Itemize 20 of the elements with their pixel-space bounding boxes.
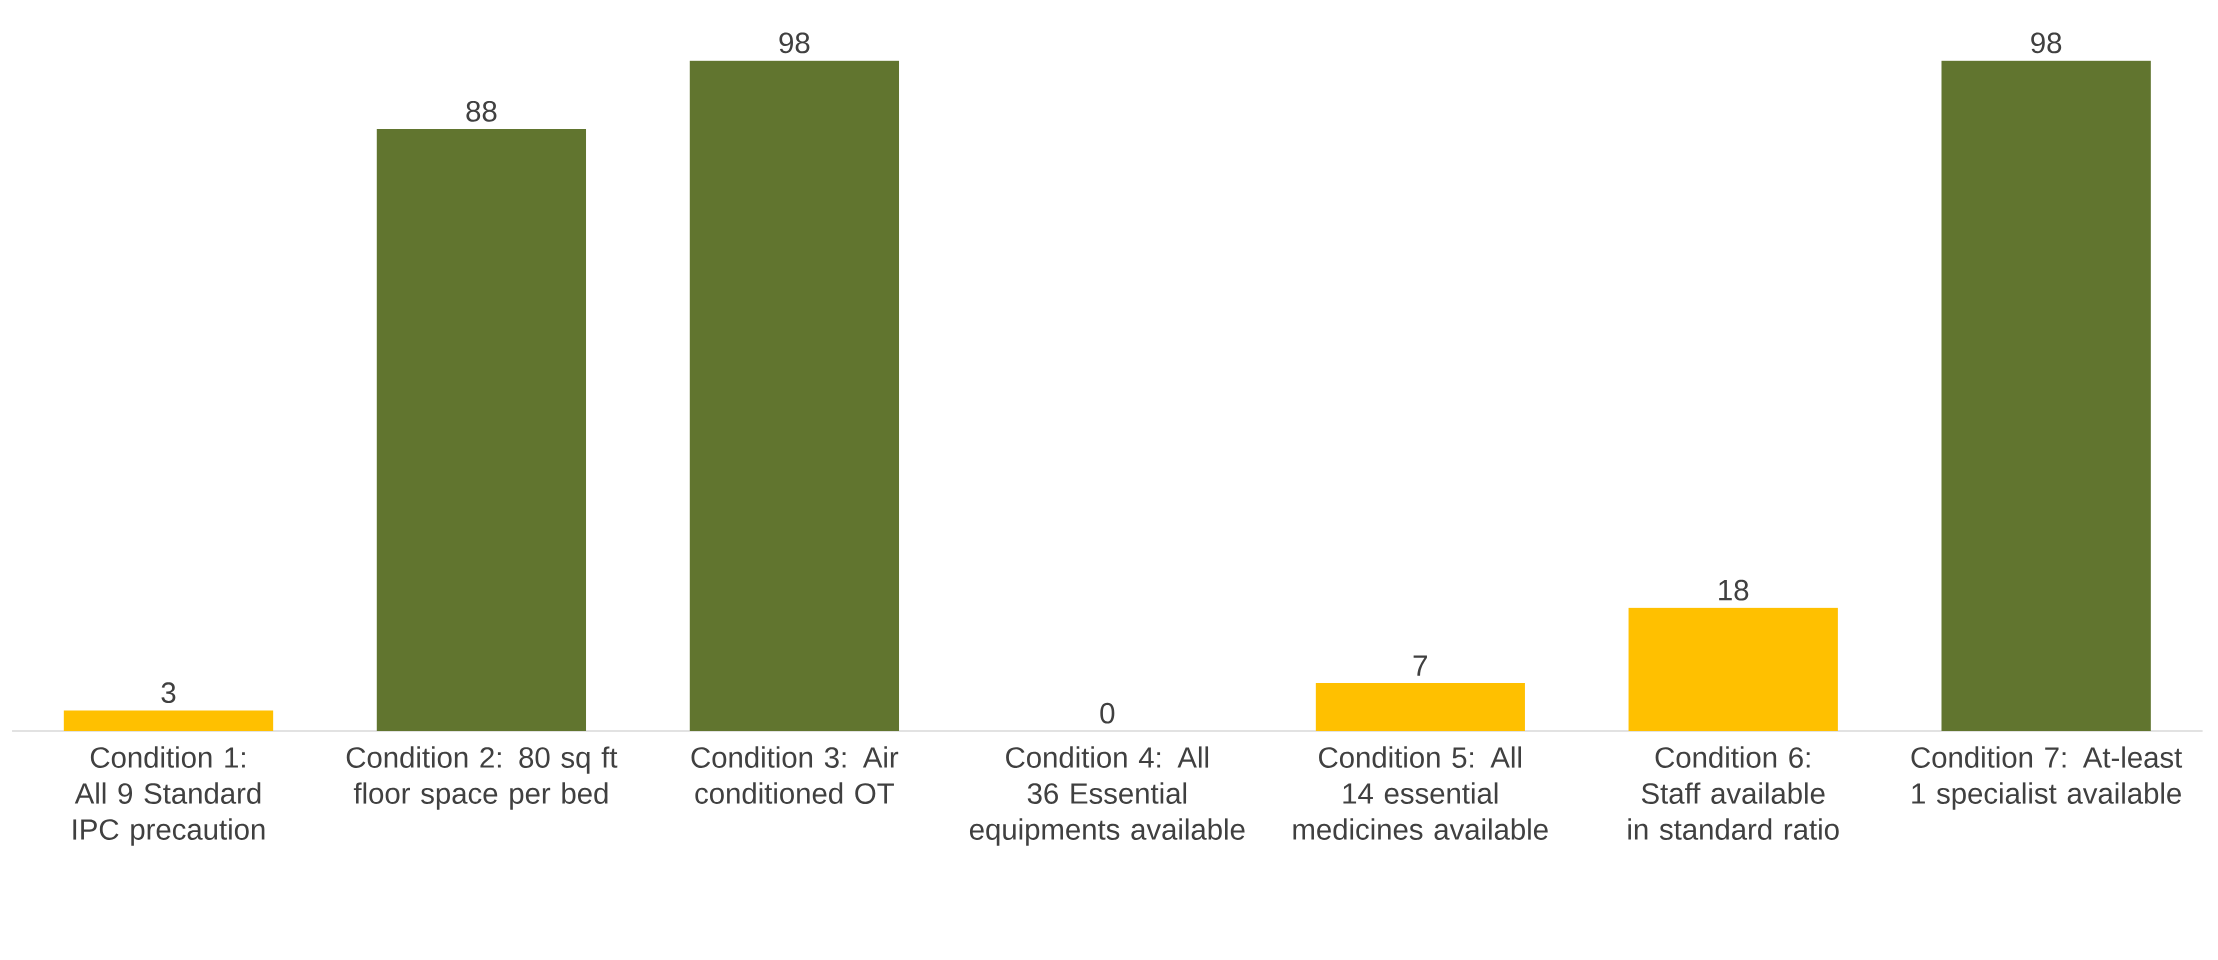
x-tick-label: Condition 6: Staff available in standard ratio <box>1628 746 1839 840</box>
x-tick-label: Condition 2: 80 sq ft floor space per bed <box>346 746 618 810</box>
data-label: 3 <box>161 682 176 704</box>
x-tick-label: Condition 4: All 36 Essential equipments available <box>969 746 1245 846</box>
x-tick-label: Condition 3: Air conditioned OT <box>691 746 899 804</box>
data-label: 98 <box>779 32 810 54</box>
x-tick-label: Condition 7: At-least 1 specialist available <box>1911 746 2183 810</box>
data-label: 18 <box>1719 579 1749 601</box>
bar <box>63 710 274 731</box>
bar <box>1941 60 2151 731</box>
bar <box>376 129 587 731</box>
data-label: 88 <box>466 100 497 122</box>
data-label: 0 <box>1100 702 1115 724</box>
x-tick-label: Condition 1: All 9 Standard IPC precaution <box>73 746 265 846</box>
data-label: 7 <box>1413 655 1427 676</box>
bar <box>1628 607 1838 731</box>
data-label: 98 <box>2031 32 2062 54</box>
x-tick-label: Condition 5: All 14 essential medicines available <box>1293 746 1548 840</box>
bar <box>689 60 900 731</box>
bar <box>1315 683 1525 731</box>
